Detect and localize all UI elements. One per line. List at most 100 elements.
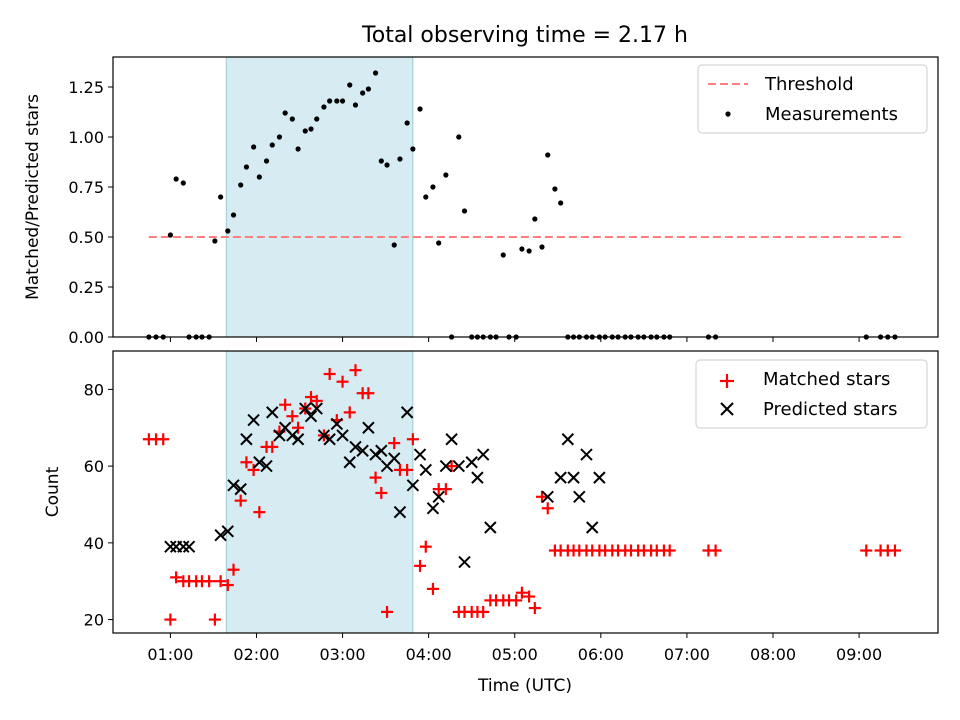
x-tick-label: 03:00 xyxy=(320,645,366,664)
predicted-star-point xyxy=(330,417,344,431)
matched-star-point xyxy=(349,364,362,377)
measurement-point xyxy=(436,240,442,246)
matched-star-point xyxy=(164,613,177,626)
predicted-star-point xyxy=(362,421,375,434)
matched-star-point xyxy=(388,437,401,450)
matched-star-point xyxy=(247,463,260,476)
measurement-point xyxy=(314,116,320,122)
predicted-star-point xyxy=(580,448,593,461)
matched-star-point xyxy=(541,502,554,515)
measurement-point xyxy=(308,126,314,132)
measurement-point xyxy=(423,194,429,200)
predicted-star-point xyxy=(214,528,227,542)
measurement-point xyxy=(238,182,244,188)
predicted-star-point xyxy=(273,429,286,442)
legend: Threshold Measurements xyxy=(697,64,928,134)
measurement-point xyxy=(378,158,384,164)
measurement-point xyxy=(269,142,275,148)
predicted-star-point xyxy=(253,456,266,469)
predicted-star-point xyxy=(260,459,273,473)
measurement-point xyxy=(339,98,346,104)
legend-matched-swatch xyxy=(720,374,734,388)
predicted-star-point xyxy=(554,471,567,484)
matched-star-point xyxy=(414,559,427,572)
measurement-point xyxy=(410,146,416,152)
predicted-star-point xyxy=(286,429,299,442)
measurement-point xyxy=(243,164,250,170)
predicted-star-point xyxy=(471,471,484,484)
y-tick-label: 0.50 xyxy=(68,228,104,247)
measurement-point xyxy=(276,134,283,140)
measurement-point xyxy=(397,156,403,162)
x-tick-label: 07:00 xyxy=(664,645,710,664)
predicted-star-point xyxy=(432,490,445,504)
matched-star-point xyxy=(279,398,292,411)
measurement-point xyxy=(539,244,545,250)
y-tick-label: 0.75 xyxy=(68,178,104,197)
matched-star-point xyxy=(362,387,375,400)
x-tick-label: 04:00 xyxy=(406,645,452,664)
predicted-star-point xyxy=(476,448,490,461)
legend-predicted-swatch xyxy=(720,402,734,416)
measurement-point xyxy=(365,86,371,92)
predicted-star-point xyxy=(164,540,177,553)
measurement-point xyxy=(212,238,218,244)
matched-star-point xyxy=(663,544,676,557)
predicted-star-point xyxy=(419,463,432,477)
predicted-star-point xyxy=(221,525,234,538)
measurement-point xyxy=(251,144,257,150)
legend-box xyxy=(695,359,928,429)
matched-star-point xyxy=(709,544,722,557)
predicted-star-point xyxy=(291,433,305,446)
predicted-star-point xyxy=(567,471,580,484)
y-tick-label: 60 xyxy=(84,457,104,476)
matched-star-point xyxy=(292,421,305,434)
plot-frame xyxy=(112,56,939,338)
legend-matched-label: Matched stars xyxy=(763,369,890,390)
predicted-star-point xyxy=(400,406,414,419)
y-axis-label: Matched/Predicted stars xyxy=(23,94,43,300)
matched-star-point xyxy=(510,594,523,607)
predicted-star-point xyxy=(445,433,458,446)
y-tick-label: 1.00 xyxy=(68,128,104,147)
measurement-point xyxy=(347,82,353,88)
measurement-point xyxy=(180,180,186,186)
legend-threshold-label: Threshold xyxy=(764,74,854,95)
matched-star-point xyxy=(227,563,240,576)
matched-star-point xyxy=(406,433,419,446)
top-panel: Total observing time = 2.17 h 0.000.250.… xyxy=(23,23,939,347)
legend-box xyxy=(697,64,928,134)
measurement-point xyxy=(225,228,231,234)
measurement-point xyxy=(289,116,295,122)
predicted-star-point xyxy=(393,505,407,519)
y-axis-label: Count xyxy=(43,466,63,517)
matched-star-point xyxy=(860,544,873,557)
matched-star-point xyxy=(310,394,323,407)
matched-star-point xyxy=(336,375,349,388)
predicted-star-point xyxy=(586,521,599,534)
measurement-point xyxy=(302,128,308,134)
matched-star-point xyxy=(214,575,227,588)
highlight-span xyxy=(225,56,414,338)
measurement-point xyxy=(352,102,359,108)
predicted-star-point xyxy=(227,479,240,492)
predicted-star-point xyxy=(541,490,554,504)
plot-frame xyxy=(112,350,939,634)
y-axis-ticks: 20 40 60 80 xyxy=(84,380,113,630)
matched-star-point xyxy=(343,406,356,419)
predicted-star-point xyxy=(573,490,586,504)
matched-star-point xyxy=(203,575,216,588)
measurement-point xyxy=(417,106,423,112)
matched-star-point xyxy=(528,602,541,615)
x-tick-label: 09:00 xyxy=(836,645,882,664)
predicted-star-point xyxy=(439,459,453,473)
measurement-point xyxy=(167,232,173,238)
predicted-star-point xyxy=(323,433,336,446)
predicted-star-point xyxy=(349,440,362,454)
measurement-point xyxy=(263,158,270,164)
predicted-star-point xyxy=(299,402,312,415)
predicted-stars-points xyxy=(164,402,606,569)
measurement-point xyxy=(321,104,327,110)
